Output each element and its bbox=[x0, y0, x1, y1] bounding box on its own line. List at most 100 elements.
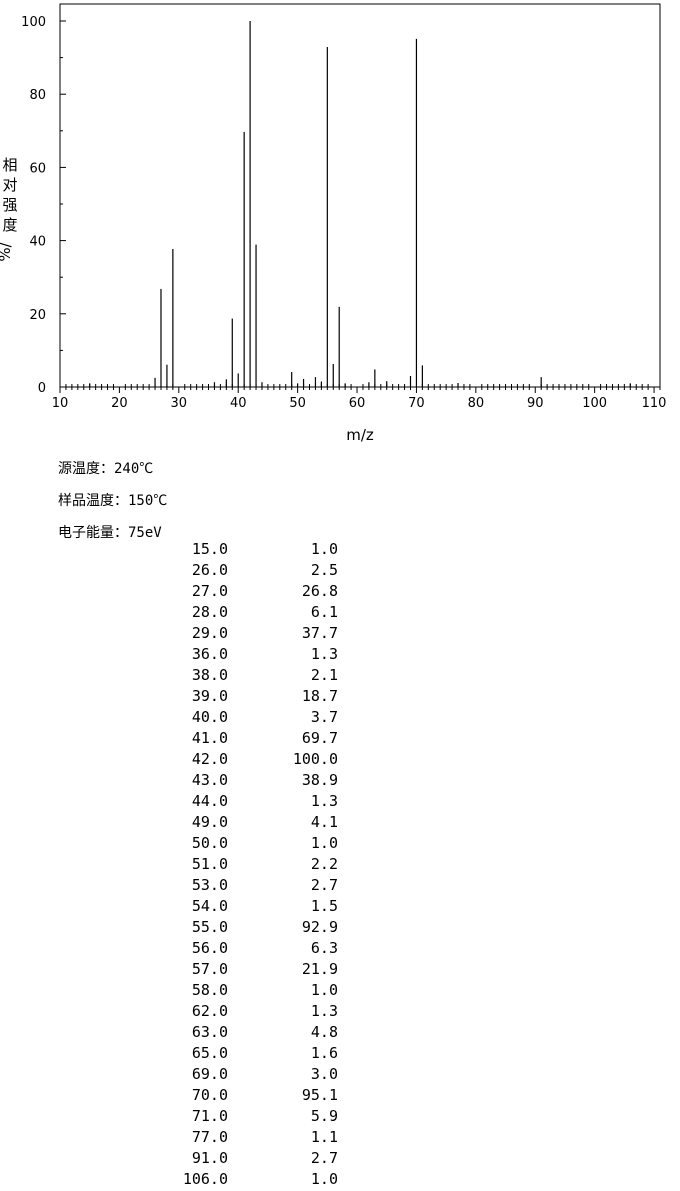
table-row: 29.0 37.7 bbox=[0, 624, 400, 645]
peak-intensity-value: 1.0 bbox=[310, 981, 338, 999]
peak-intensity-value: 69.7 bbox=[301, 729, 338, 747]
x-axis: 10 20 30 40 50 60 70 80 90 100 110 bbox=[52, 384, 667, 411]
table-row: 26.0 2.5 bbox=[0, 561, 400, 582]
peak-mz-value: 26.0 bbox=[191, 561, 228, 579]
peak-mz-value: 91.0 bbox=[191, 1149, 228, 1167]
peak-mz-value: 39.0 bbox=[191, 687, 228, 705]
table-row: 41.0 69.7 bbox=[0, 729, 400, 750]
y-axis: 0 20 40 60 80 100 bbox=[21, 15, 66, 396]
x-tick-label: 30 bbox=[171, 396, 188, 411]
electron-energy: 电子能量：75eV bbox=[58, 525, 162, 541]
peak-mz-value: 50.0 bbox=[191, 834, 228, 852]
table-row: 44.0 1.3 bbox=[0, 792, 400, 813]
peak-mz-value: 65.0 bbox=[191, 1044, 228, 1062]
table-row: 36.0 1.3 bbox=[0, 645, 400, 666]
peak-mz-value: 27.0 bbox=[191, 582, 228, 600]
peak-mz-value: 69.0 bbox=[191, 1065, 228, 1083]
peak-mz-value: 28.0 bbox=[191, 603, 228, 621]
table-row: 40.0 3.7 bbox=[0, 708, 400, 729]
y-label-char: 度 bbox=[2, 216, 17, 234]
y-tick-label: 40 bbox=[29, 235, 46, 250]
sample-temperature: 样品温度：150℃ bbox=[58, 493, 168, 509]
y-label-unit: %/ bbox=[0, 241, 14, 261]
y-tick-label: 80 bbox=[29, 88, 46, 103]
table-row: 55.0 92.9 bbox=[0, 918, 400, 939]
table-row: 63.0 4.8 bbox=[0, 1023, 400, 1044]
x-tick-label: 110 bbox=[642, 396, 667, 411]
x-tick-label: 40 bbox=[230, 396, 247, 411]
peak-mz-value: 55.0 bbox=[191, 918, 228, 936]
x-tick-label: 90 bbox=[527, 396, 544, 411]
peak-mz-value: 53.0 bbox=[191, 876, 228, 894]
peak-mz-value: 77.0 bbox=[191, 1128, 228, 1146]
x-tick-label: 70 bbox=[408, 396, 425, 411]
peak-intensity-value: 2.1 bbox=[310, 666, 338, 684]
peak-intensity-value: 4.1 bbox=[310, 813, 338, 831]
peak-intensity-value: 1.3 bbox=[310, 792, 338, 810]
peak-intensity-value: 6.1 bbox=[310, 603, 338, 621]
y-tick-label: 100 bbox=[21, 15, 46, 30]
peak-mz-value: 15.0 bbox=[191, 540, 228, 558]
table-row: 77.0 1.1 bbox=[0, 1128, 400, 1149]
table-row: 53.0 2.7 bbox=[0, 876, 400, 897]
peak-mz-value: 44.0 bbox=[191, 792, 228, 810]
table-row: 28.0 6.1 bbox=[0, 603, 400, 624]
table-row: 56.0 6.3 bbox=[0, 939, 400, 960]
peak-mz-value: 106.0 bbox=[182, 1170, 228, 1188]
x-tick-label: 10 bbox=[52, 396, 69, 411]
peak-table: 15.0 1.0 26.0 2.5 27.0 26.8 28.0 6.1 29.0 37.7 36.… bbox=[0, 540, 400, 1191]
y-tick-label: 0 bbox=[38, 381, 46, 396]
plot-frame bbox=[59, 3, 661, 388]
table-row: 50.0 1.0 bbox=[0, 834, 400, 855]
table-row: 49.0 4.1 bbox=[0, 813, 400, 834]
peak-intensity-value: 1.0 bbox=[310, 1170, 338, 1188]
x-tick-label: 100 bbox=[582, 396, 607, 411]
peak-intensity-value: 2.7 bbox=[310, 1149, 338, 1167]
table-row: 65.0 1.6 bbox=[0, 1044, 400, 1065]
peak-intensity-value: 37.7 bbox=[301, 624, 338, 642]
peak-mz-value: 38.0 bbox=[191, 666, 228, 684]
peak-mz-value: 56.0 bbox=[191, 939, 228, 957]
table-row: 106.0 1.0 bbox=[0, 1170, 400, 1191]
peak-intensity-value: 1.0 bbox=[310, 834, 338, 852]
peak-intensity-value: 2.7 bbox=[310, 876, 338, 894]
table-row: 54.0 1.5 bbox=[0, 897, 400, 918]
peak-intensity-value: 2.2 bbox=[310, 855, 338, 873]
table-row: 51.0 2.2 bbox=[0, 855, 400, 876]
table-row: 27.0 26.8 bbox=[0, 582, 400, 603]
table-row: 42.0 100.0 bbox=[0, 750, 400, 771]
peak-mz-value: 63.0 bbox=[191, 1023, 228, 1041]
peak-mz-value: 58.0 bbox=[191, 981, 228, 999]
peak-intensity-value: 3.0 bbox=[310, 1065, 338, 1083]
peak-mz-value: 57.0 bbox=[191, 960, 228, 978]
table-row: 71.0 5.9 bbox=[0, 1107, 400, 1128]
x-axis-label: m/z bbox=[346, 426, 374, 444]
peak-intensity-value: 5.9 bbox=[310, 1107, 338, 1125]
source-temperature: 源温度：240℃ bbox=[58, 461, 154, 477]
y-label-char: 对 bbox=[2, 176, 17, 194]
peak-intensity-value: 100.0 bbox=[292, 750, 338, 768]
peak-mz-value: 41.0 bbox=[191, 729, 228, 747]
peak-mz-value: 36.0 bbox=[191, 645, 228, 663]
peak-intensity-value: 1.3 bbox=[310, 1002, 338, 1020]
peak-mz-value: 62.0 bbox=[191, 1002, 228, 1020]
peak-intensity-value: 2.5 bbox=[310, 561, 338, 579]
peak-mz-value: 40.0 bbox=[191, 708, 228, 726]
x-tick-label: 50 bbox=[289, 396, 306, 411]
peak-intensity-value: 26.8 bbox=[301, 582, 338, 600]
peak-intensity-value: 3.7 bbox=[310, 708, 338, 726]
table-row: 15.0 1.0 bbox=[0, 540, 400, 561]
peak-bars bbox=[89, 21, 631, 387]
peak-mz-value: 71.0 bbox=[191, 1107, 228, 1125]
peak-intensity-value: 92.9 bbox=[301, 918, 338, 936]
table-row: 69.0 3.0 bbox=[0, 1065, 400, 1086]
peak-mz-value: 49.0 bbox=[191, 813, 228, 831]
table-row: 57.0 21.9 bbox=[0, 960, 400, 981]
x-tick-label: 80 bbox=[468, 396, 485, 411]
peak-intensity-value: 18.7 bbox=[301, 687, 338, 705]
table-row: 91.0 2.7 bbox=[0, 1149, 400, 1170]
peak-intensity-value: 4.8 bbox=[310, 1023, 338, 1041]
table-row: 38.0 2.1 bbox=[0, 666, 400, 687]
peak-intensity-value: 1.5 bbox=[310, 897, 338, 915]
